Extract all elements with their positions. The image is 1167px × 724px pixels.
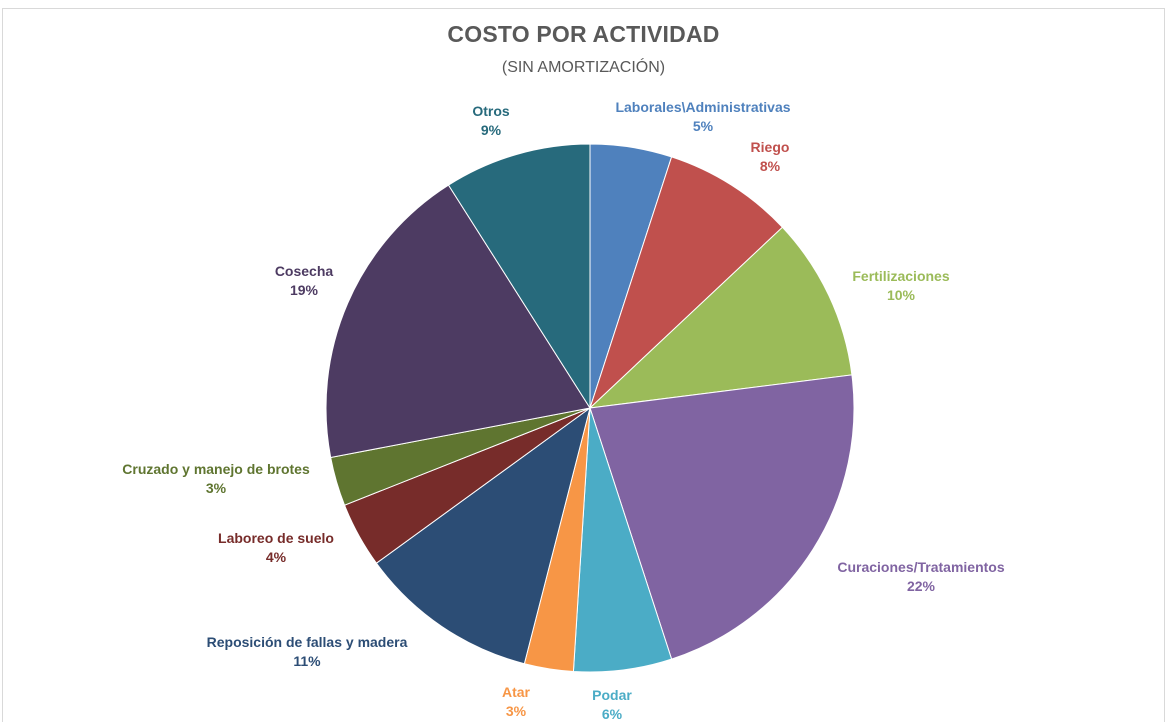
slice-percent: 11% bbox=[293, 653, 321, 669]
slice-percent: 3% bbox=[205, 480, 227, 496]
slice-category: Reposición de fallas y madera bbox=[206, 634, 408, 650]
pie-slice bbox=[447, 143, 591, 410]
chart-subtitle: (SIN AMORTIZACIÓN) bbox=[501, 59, 666, 76]
slice-percent: 9% bbox=[480, 122, 502, 138]
slice-category: Curaciones/Tratamientos bbox=[837, 559, 1005, 575]
pie-slice bbox=[375, 406, 591, 665]
slice-label: Cruzado y manejo de brotes 3% bbox=[122, 460, 309, 498]
slice-category: Cruzado y manejo de brotes bbox=[122, 461, 310, 477]
slice-label: Laboreo de suelo 4% bbox=[218, 529, 334, 567]
slice-category: Laboreo de suelo bbox=[218, 530, 334, 546]
slice-category: Riego bbox=[750, 139, 790, 155]
slice-label: Podar 6% bbox=[592, 686, 632, 724]
pie-slice bbox=[589, 156, 784, 409]
slice-percent: 5% bbox=[692, 118, 714, 134]
slice-percent: 10% bbox=[886, 287, 916, 303]
slice-category: Podar bbox=[592, 687, 632, 703]
slice-label: Reposición de fallas y madera 11% bbox=[207, 633, 408, 671]
slice-percent: 3% bbox=[505, 703, 527, 719]
slice-label: Riego 8% bbox=[751, 138, 790, 176]
slice-label: Atar 3% bbox=[502, 683, 530, 721]
slice-percent: 22% bbox=[906, 578, 936, 594]
pie-slice bbox=[588, 226, 853, 409]
slice-category: Fertilizaciones bbox=[852, 268, 950, 284]
slice-category: Otros bbox=[472, 103, 510, 119]
slice-percent: 19% bbox=[289, 282, 319, 298]
slice-label: Laborales\Administrativas 5% bbox=[615, 98, 790, 136]
slice-percent: 8% bbox=[759, 158, 781, 174]
pie-slice bbox=[325, 184, 591, 459]
slice-percent: 6% bbox=[601, 706, 623, 722]
slice-label: Curaciones/Tratamientos 22% bbox=[837, 558, 1004, 596]
slice-category: Atar bbox=[501, 684, 531, 700]
slice-category: Laborales\Administrativas bbox=[615, 99, 791, 115]
slice-label: Cosecha 19% bbox=[275, 262, 333, 300]
slice-percent: 4% bbox=[265, 549, 287, 565]
slice-label: Otros 9% bbox=[472, 102, 509, 140]
pie-slice bbox=[589, 374, 855, 660]
chart-title: COSTO POR ACTIVIDAD bbox=[447, 21, 720, 47]
slice-category: Cosecha bbox=[274, 263, 334, 279]
slice-label: Fertilizaciones 10% bbox=[852, 267, 949, 305]
